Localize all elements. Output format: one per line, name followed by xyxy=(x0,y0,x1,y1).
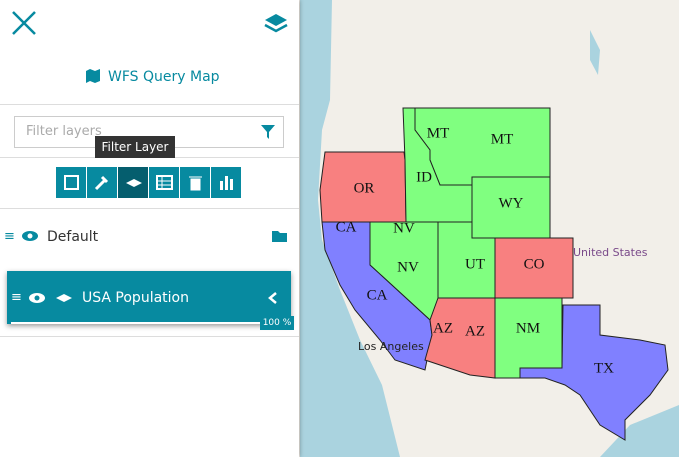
place-label: Los Angeles xyxy=(358,340,424,353)
divider xyxy=(0,208,299,209)
divider xyxy=(0,104,299,105)
drag-handle[interactable]: ≡ xyxy=(11,290,22,305)
state-label: CA xyxy=(367,287,388,303)
state-label: WY xyxy=(499,195,524,211)
layers-button[interactable] xyxy=(263,11,291,37)
state-label: CO xyxy=(524,256,545,272)
close-button[interactable] xyxy=(10,10,38,36)
state-label: ID xyxy=(416,169,432,185)
state-label: AZ xyxy=(465,323,485,339)
state-label: MT xyxy=(491,131,514,147)
lake xyxy=(590,30,600,75)
state-label: AZ xyxy=(433,320,453,336)
toolbar-icons xyxy=(64,175,233,191)
state-label: NV xyxy=(393,220,415,236)
state-label: CA xyxy=(336,219,357,235)
state-nm[interactable] xyxy=(494,297,563,379)
collapse-button[interactable] xyxy=(266,291,280,305)
drag-handle[interactable]: ≡ xyxy=(4,229,15,244)
state-ca[interactable] xyxy=(321,221,433,371)
sidebar: WFS Query Map Filter layers Filter Layer… xyxy=(0,0,299,457)
visibility-icon[interactable] xyxy=(21,230,39,242)
state-tx[interactable] xyxy=(519,304,669,441)
state-label: NM xyxy=(516,320,540,336)
tooltip: Filter Layer xyxy=(95,136,175,158)
progress-label: 100 % xyxy=(260,316,294,330)
gulf xyxy=(600,405,679,457)
state-label: OR xyxy=(354,180,375,196)
table-button[interactable] xyxy=(149,167,180,198)
progress-bar xyxy=(11,322,263,324)
zoom-button[interactable] xyxy=(56,167,87,198)
layer-group-name[interactable]: Default xyxy=(47,229,99,245)
layer-icon xyxy=(56,294,72,302)
state-label: TX xyxy=(594,360,614,376)
state-id[interactable] xyxy=(402,107,473,223)
place-label: United States xyxy=(573,246,648,259)
folder-icon[interactable] xyxy=(271,229,289,243)
map-icon xyxy=(86,69,100,83)
layer-name[interactable]: USA Population xyxy=(82,290,189,306)
filter-icon[interactable] xyxy=(260,124,276,140)
state-label: UT xyxy=(465,256,485,272)
state-label: NV xyxy=(397,259,419,275)
visibility-icon[interactable] xyxy=(28,292,46,304)
filter-placeholder: Filter layers xyxy=(26,124,102,139)
delete-button[interactable] xyxy=(180,167,211,198)
divider xyxy=(0,336,299,337)
ocean xyxy=(300,0,400,457)
app-title: WFS Query Map xyxy=(108,69,220,85)
layer-row[interactable]: ≡ USA Population xyxy=(7,271,291,324)
state-co[interactable] xyxy=(494,237,574,299)
state-label: MT xyxy=(427,125,450,141)
